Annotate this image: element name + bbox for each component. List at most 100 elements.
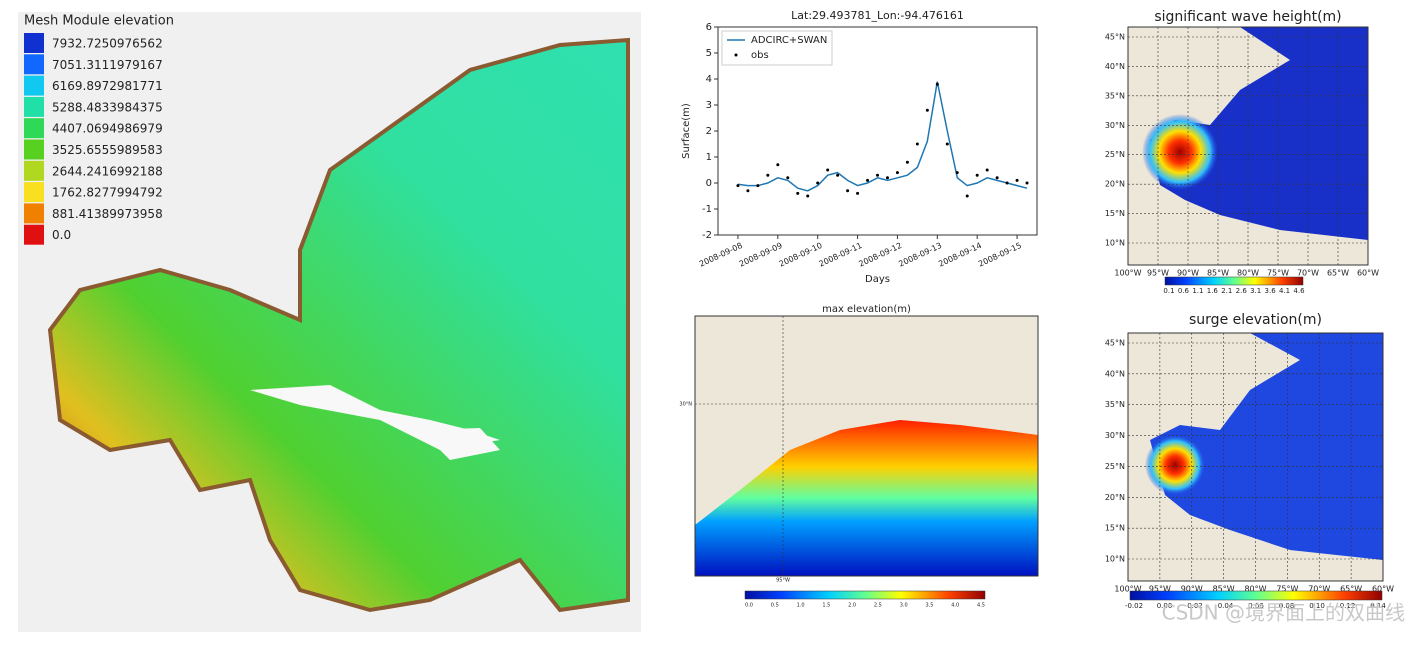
legend-label: 6169.8972981771 <box>52 79 163 93</box>
lon-label: 90°W <box>1181 585 1203 594</box>
legend-swatch <box>24 118 44 139</box>
colorbar <box>1129 590 1383 601</box>
colorbar-label: 4.0 <box>951 603 959 609</box>
lon-label: 70°W <box>1308 585 1330 594</box>
map-title: max elevation(m) <box>822 304 911 315</box>
lat-label: 10°N <box>1105 555 1125 564</box>
lat-label: 35°N <box>1105 91 1125 100</box>
lat-label: 20°N <box>1105 493 1125 502</box>
obs-point <box>766 173 770 177</box>
lon-label: 95°W <box>776 578 790 584</box>
obs-point <box>776 163 780 167</box>
legend-label: 3525.6555989583 <box>52 143 163 157</box>
colorbar-label: 3.6 <box>1265 287 1277 295</box>
lon-label: 85°W <box>1207 269 1229 278</box>
legend-label: ADCIRC+SWAN <box>751 35 827 46</box>
lon-label: 95°W <box>1149 585 1171 594</box>
legend-label: 7051.3111979167 <box>52 58 163 72</box>
map-title: significant wave height(m) <box>1154 9 1341 25</box>
x-tick-label: 2008-09-13 <box>897 241 943 269</box>
obs-point <box>1025 181 1029 185</box>
surge-hotspot <box>1145 435 1205 495</box>
mesh <box>47 37 630 613</box>
lon-label: 80°W <box>1244 585 1266 594</box>
obs-point <box>955 171 959 175</box>
island <box>420 428 500 460</box>
lon-label: 80°W <box>1237 269 1259 278</box>
colorbar-label: 0.14 <box>1370 602 1386 610</box>
colorbar-label: 0.0 <box>745 603 753 609</box>
legend-label: 5288.4833984375 <box>52 100 163 114</box>
obs-point <box>856 191 860 195</box>
obs-point <box>826 168 830 172</box>
x-tick-label: 2008-09-11 <box>818 241 864 269</box>
lon-label: 65°W <box>1327 269 1349 278</box>
legend-label: 1762.8277994792 <box>52 186 163 200</box>
obs-point <box>935 82 939 86</box>
colorbar <box>744 590 986 600</box>
colorbar-label: 0.12 <box>1340 602 1356 610</box>
obs-point <box>1005 181 1009 185</box>
y-tick-label: -1 <box>702 204 712 215</box>
colorbar-label: 0.10 <box>1309 602 1325 610</box>
colorbar <box>1164 276 1304 286</box>
lat-label: 15°N <box>1105 209 1125 218</box>
legend-dot <box>734 53 738 57</box>
legend: ADCIRC+SWAN obs <box>721 30 833 66</box>
obs-point <box>975 173 979 177</box>
lat-label: 35°N <box>1105 400 1125 409</box>
obs-point <box>876 173 879 177</box>
map-title: surge elevation(m) <box>1189 312 1322 328</box>
legend-swatch <box>24 75 44 96</box>
lat-label: 25°N <box>1105 462 1125 471</box>
legend-label: 4407.0694986979 <box>52 122 163 136</box>
obs-point <box>1015 178 1019 182</box>
y-tick-label: 0 <box>706 178 712 189</box>
legend-label: 7932.7250976562 <box>52 37 163 51</box>
colorbar-label: 0.04 <box>1218 602 1234 610</box>
wave-hotspot <box>1142 114 1218 190</box>
obs-point <box>895 171 899 175</box>
lat-label: 45°N <box>1105 339 1125 348</box>
colorbar-label: 0.5 <box>771 603 779 609</box>
colorbar-label: 1.0 <box>797 603 805 609</box>
x-tick-label: 2008-09-12 <box>857 241 903 269</box>
obs-point <box>796 191 800 195</box>
colorbar-label: 0.00 <box>1157 602 1173 610</box>
colorbar-label: 0.1 <box>1163 287 1174 295</box>
x-axis-label: Days <box>865 274 890 285</box>
colorbar-label: 1.6 <box>1207 287 1219 295</box>
y-axis-label: Surface(m) <box>681 103 692 159</box>
legend-label: 2644.2416992188 <box>52 164 163 178</box>
lat-label: 20°N <box>1105 180 1125 189</box>
obs-point <box>756 184 760 188</box>
lat-label: 30°N <box>1105 121 1125 130</box>
y-tick-label: 3 <box>706 100 712 111</box>
obs-point <box>746 189 750 193</box>
colorbar-label: -0.02 <box>1125 602 1143 610</box>
wave-height-map <box>1128 27 1368 265</box>
colorbar-label: 0.6 <box>1178 287 1190 295</box>
legend-label: 0.0 <box>52 228 71 242</box>
obs-point <box>885 176 889 180</box>
y-tick-label: 2 <box>706 126 712 137</box>
colorbar-label: 4.6 <box>1293 287 1305 295</box>
colorbar-label: 0.06 <box>1248 602 1264 610</box>
colorbar-label: 3.5 <box>925 603 933 609</box>
legend-swatch <box>24 54 44 75</box>
lon-label: 75°W <box>1276 585 1298 594</box>
colorbar-label: 2.6 <box>1236 287 1248 295</box>
lon-label: 85°W <box>1213 585 1235 594</box>
y-tick-label: 5 <box>706 48 712 59</box>
x-tick-label: 2008-09-10 <box>778 241 824 269</box>
legend-label: obs <box>751 50 769 61</box>
colorbar-label: 0.08 <box>1279 602 1295 610</box>
lat-label: 25°N <box>1105 150 1125 159</box>
colorbar-label: 0.02 <box>1187 602 1203 610</box>
legend-swatch <box>24 224 44 245</box>
obs-point <box>736 184 740 188</box>
colorbar-label: 4.5 <box>977 603 985 609</box>
obs-point <box>816 181 820 185</box>
watermark: CSDN @境界面上的双曲线 <box>1162 601 1405 625</box>
